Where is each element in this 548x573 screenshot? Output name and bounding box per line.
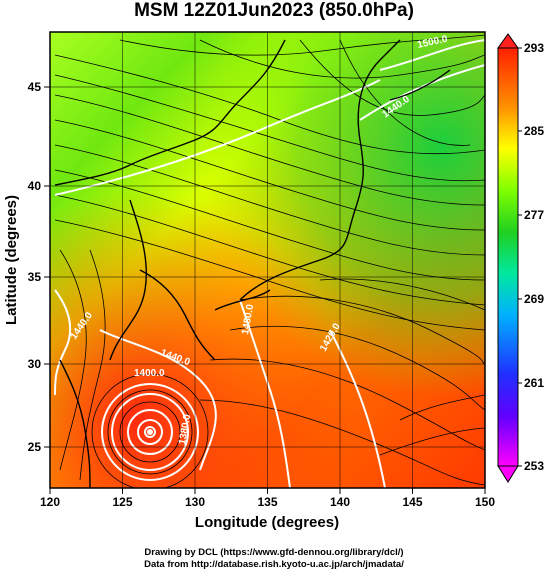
credit-data: Data from http://database.rish.kyoto-u.a…	[144, 559, 404, 570]
contour-label: 1400.0	[134, 368, 165, 379]
x-tick-label: 145	[402, 495, 422, 509]
contour-label: 1480.0	[240, 303, 256, 335]
colorbar-tick-label: 269	[524, 292, 544, 306]
colorbar-body	[497, 47, 519, 467]
colorbar-tick-label: 285	[524, 124, 544, 138]
colorbar-bottom-arrow	[497, 465, 519, 483]
map-title: MSM 12Z01Jun2023 (850.0hPa)	[134, 0, 414, 21]
x-tick-label: 150	[475, 495, 495, 509]
x-tick-label: 135	[257, 495, 277, 509]
x-axis-label: Longitude (degrees)	[195, 514, 339, 531]
colorbar: 293 285 277 269 261 253	[497, 33, 544, 483]
colorbar-tick-label: 261	[524, 376, 544, 390]
y-tick-label: 45	[28, 80, 42, 94]
x-tick-label: 130	[185, 495, 205, 509]
y-tick-label: 25	[28, 440, 42, 454]
contour-label: 1380.0	[177, 413, 193, 445]
x-tick-label: 125	[112, 495, 132, 509]
streamlines	[54, 34, 485, 488]
colorbar-tick-label: 253	[524, 459, 544, 473]
x-tick-label: 140	[330, 495, 350, 509]
x-tick-label: 120	[40, 495, 60, 509]
credit-drawing: Drawing by DCL (https://www.gfd-dennou.o…	[144, 547, 404, 558]
plot-area: 1500.0 1440.0 1440.0 1480.0 1440.0 1420.…	[50, 32, 485, 488]
colorbar-tick-label: 277	[524, 208, 544, 222]
tick-marks	[44, 86, 486, 494]
cyclone-center	[147, 429, 153, 435]
y-tick-label: 40	[28, 179, 42, 193]
grid	[50, 32, 485, 488]
y-tick-label: 35	[28, 270, 42, 284]
y-tick-labels: 45 40 35 30 25	[28, 80, 42, 454]
colorbar-top-arrow	[497, 33, 519, 49]
x-tick-labels: 120 125 130 135 140 145 150	[40, 495, 495, 509]
height-contours	[54, 39, 485, 488]
y-tick-label: 30	[28, 357, 42, 371]
y-axis-label: Latitude (degrees)	[3, 195, 20, 325]
colorbar-tick-label: 293	[524, 41, 544, 55]
